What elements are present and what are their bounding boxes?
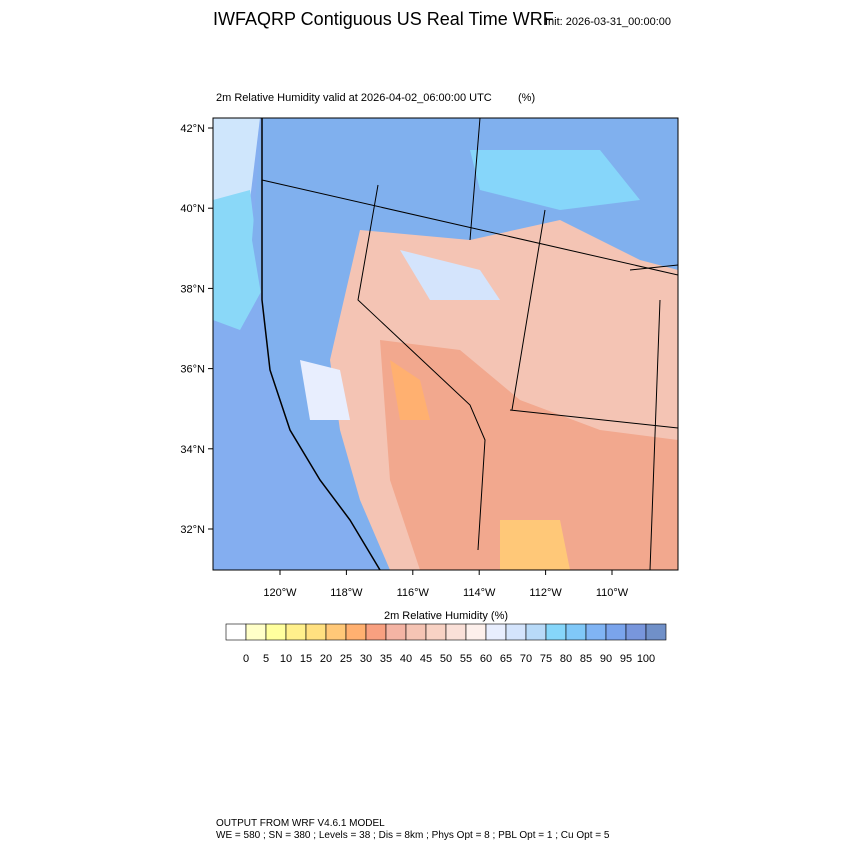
colorbar-label: 60 <box>480 653 492 665</box>
colorbar-box <box>525 623 547 641</box>
colorbar-label: 80 <box>560 653 572 665</box>
lon-label: 118°W <box>330 587 363 599</box>
footer-line: OUTPUT FROM WRF V4.6.1 MODEL <box>216 818 385 829</box>
lon-label: 114°W <box>463 587 496 599</box>
colorbar-label: 15 <box>300 653 312 665</box>
colorbar-label: 40 <box>400 653 412 665</box>
colorbar-label: 0 <box>243 653 249 665</box>
colorbar-box <box>585 623 607 641</box>
colorbar-label: 65 <box>500 653 512 665</box>
colorbar-box <box>385 623 407 641</box>
colorbar-box <box>225 623 247 641</box>
map-frame <box>212 117 679 571</box>
footer-line: WE = 580 ; SN = 380 ; Levels = 38 ; Dis … <box>216 830 610 841</box>
colorbar-label: 70 <box>520 653 532 665</box>
colorbar-box <box>625 623 647 641</box>
colorbar-label: 25 <box>340 653 352 665</box>
colorbar-label: 5 <box>263 653 269 665</box>
lat-label: 40°N <box>180 203 205 215</box>
colorbar-box <box>405 623 427 641</box>
colorbar-box <box>565 623 587 641</box>
units: (%) <box>518 92 535 104</box>
colorbar-box <box>325 623 347 641</box>
colorbar-label: 100 <box>637 653 655 665</box>
colorbar-label: 95 <box>620 653 632 665</box>
colorbar-box <box>425 623 447 641</box>
title: IWFAQRP Contiguous US Real Time WRF <box>213 9 554 29</box>
colorbar-box <box>265 623 287 641</box>
lat-label: 42°N <box>180 123 205 135</box>
colorbar-box <box>305 623 327 641</box>
colorbar-label: 35 <box>380 653 392 665</box>
lat-label: 36°N <box>180 364 205 376</box>
colorbar-box <box>445 623 467 641</box>
colorbar-label: 75 <box>540 653 552 665</box>
init-time: Init: 2026-03-31_00:00:00 <box>545 16 671 28</box>
colorbar-label: 55 <box>460 653 472 665</box>
colorbar-label: 85 <box>580 653 592 665</box>
colorbar-box <box>285 623 307 641</box>
colorbar-box <box>605 623 627 641</box>
lon-label: 112°W <box>529 587 562 599</box>
lon-label: 116°W <box>397 587 430 599</box>
colorbar-box <box>465 623 487 641</box>
colorbar-label: 45 <box>420 653 432 665</box>
map-field <box>213 118 678 570</box>
colorbar-label: 10 <box>280 653 292 665</box>
lon-label: 120°W <box>263 587 297 599</box>
subtitle: 2m Relative Humidity valid at 2026-04-02… <box>216 92 492 104</box>
colorbar-box <box>245 623 267 641</box>
lat-label: 32°N <box>180 524 205 536</box>
colorbar-label: 50 <box>440 653 452 665</box>
colorbar-box <box>365 623 387 641</box>
lat-label: 38°N <box>180 283 205 295</box>
colorbar-box <box>485 623 507 641</box>
colorbar-box <box>505 623 527 641</box>
lat-label: 34°N <box>180 444 205 456</box>
colorbar-label: 90 <box>600 653 612 665</box>
colorbar-label: 20 <box>320 653 332 665</box>
lon-label: 110°W <box>596 587 629 599</box>
colorbar-box <box>645 623 667 641</box>
colorbar-title: 2m Relative Humidity (%) <box>384 610 508 622</box>
colorbar-label: 30 <box>360 653 372 665</box>
colorbar-box <box>345 623 367 641</box>
colorbar-box <box>545 623 567 641</box>
